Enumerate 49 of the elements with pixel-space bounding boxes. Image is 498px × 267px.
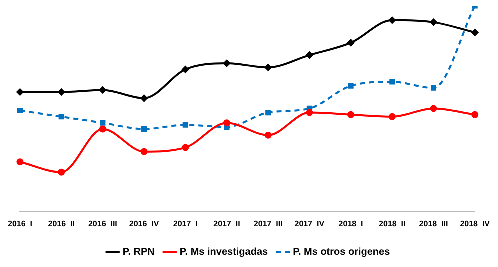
point [388,16,396,24]
x-tick-label: 2016_IV [129,219,160,228]
point [430,105,438,112]
x-tick-label: 2017_I [173,219,198,228]
point [430,18,438,26]
point [182,144,190,152]
point [99,86,106,94]
x-tick-label: 2016_I [8,219,32,228]
x-tick-label: 2018_I [338,219,364,228]
point [100,120,106,126]
point [182,122,188,128]
x-tick-label: 2018_IV [460,219,491,228]
legend-label: P. Ms investigadas [180,246,269,258]
point [223,60,230,68]
point [142,126,148,132]
x-tick-label: 2016_III [88,219,118,228]
legend-label: P. Ms otros origenes [293,246,391,258]
point [99,126,106,133]
point [348,111,355,118]
point [58,114,64,120]
point [140,94,148,102]
point [306,109,314,116]
point [472,29,479,36]
point [348,39,355,46]
point [266,110,272,116]
point [306,52,314,59]
point [16,88,24,96]
point [472,111,479,118]
point [390,79,396,85]
point [140,148,148,156]
point [17,108,23,114]
legend-label: P. RPN [122,246,155,258]
x-tick-label: 2018_III [419,219,448,228]
point [182,66,190,74]
point [224,124,230,130]
point [58,168,66,176]
point [348,83,354,89]
x-tick-label: 2017_IV [294,219,326,228]
point [58,88,66,96]
point [264,132,272,139]
point [16,158,24,166]
point [388,113,396,120]
point [223,120,230,127]
point [264,64,272,72]
x-tick-label: 2016_II [48,219,75,228]
x-tick-label: 2017_III [254,219,283,228]
x-tick-label: 2018_II [379,219,406,228]
point [430,85,437,91]
x-tick-label: 2017_II [214,219,240,228]
